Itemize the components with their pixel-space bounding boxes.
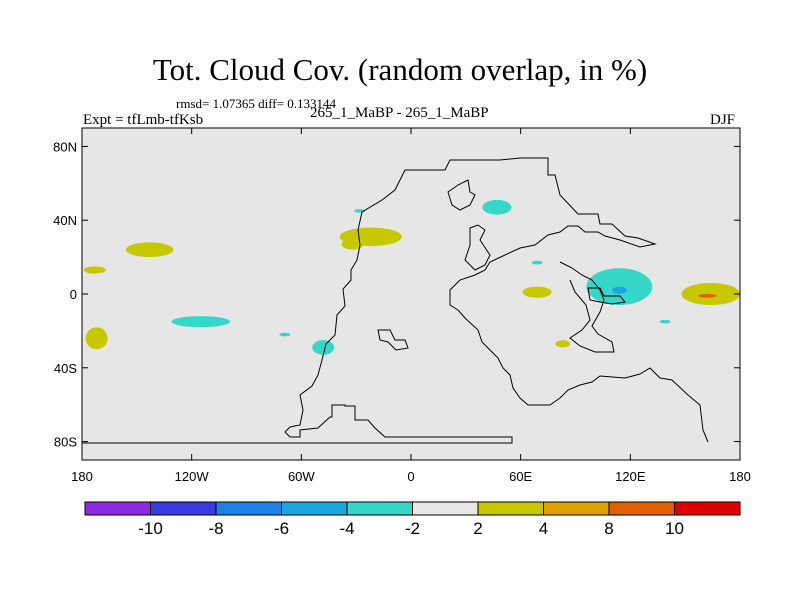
colorbar-label: 4 — [539, 519, 548, 538]
y-tick-label: 0 — [70, 287, 77, 302]
coastline-eurasia — [405, 157, 657, 311]
colorbar-box — [281, 501, 348, 516]
anomaly-region — [586, 268, 653, 306]
coastline-africa — [457, 309, 709, 443]
coastline-india-sea — [559, 261, 615, 353]
colorbar-label: -10 — [138, 519, 163, 538]
colorbar-box — [543, 501, 610, 516]
anomaly-region — [522, 286, 552, 298]
anomaly-region — [341, 238, 364, 250]
y-tick-label: 40N — [53, 213, 77, 228]
run-comparison-label: 265_1_MaBP - 265_1_MaBP — [310, 105, 489, 121]
anomaly-layer — [83, 199, 740, 355]
y-tick-label: 80N — [53, 139, 77, 154]
stats-label: rmsd= 1.07365 diff= 0.133144 — [176, 96, 336, 111]
coastline-greenland — [447, 179, 476, 211]
x-tick-label: 180 — [71, 469, 93, 484]
anomaly-region — [531, 260, 543, 265]
anomaly-region — [312, 340, 335, 355]
colorbar-label: 10 — [665, 519, 684, 538]
colorbar-label: -4 — [339, 519, 354, 538]
anomaly-region — [83, 266, 106, 274]
colorbar-box — [477, 501, 544, 516]
colorbar-label: 2 — [473, 519, 482, 538]
x-tick-label: 120E — [615, 469, 646, 484]
colorbar-box — [346, 501, 413, 516]
colorbar-label: -2 — [405, 519, 420, 538]
anomaly-region — [482, 199, 512, 215]
coastline-indonesia — [587, 287, 626, 305]
axis-ticks: 180 120W 60W 0 60E 120E 180 80N 40N 0 40S 80S — [53, 128, 751, 484]
anomaly-region — [555, 340, 571, 348]
colorbar-box — [674, 501, 741, 516]
colorbar-box — [84, 501, 151, 516]
x-tick-label: 60W — [288, 469, 315, 484]
anomaly-region — [659, 319, 671, 324]
anomaly-region — [612, 286, 627, 294]
coastline-layer — [82, 157, 709, 444]
colorbar: -10 -8 -6 -4 -2 2 4 8 10 — [84, 501, 741, 538]
anomaly-region — [125, 242, 174, 258]
y-tick-label: 40S — [54, 361, 77, 376]
anomaly-region — [279, 332, 291, 337]
season-label: DJF — [710, 112, 736, 128]
coastline-americas — [82, 169, 513, 444]
experiment-label: Expt = tfLmb-tfKsb — [83, 112, 204, 128]
colorbar-label: 8 — [604, 519, 613, 538]
coastline-scandinavia — [464, 224, 491, 271]
y-tick-label: 80S — [54, 435, 77, 450]
anomaly-region — [697, 294, 717, 298]
x-tick-label: 120W — [175, 469, 210, 484]
anomaly-region — [681, 282, 740, 306]
colorbar-label: -8 — [208, 519, 223, 538]
x-tick-label: 60E — [509, 469, 532, 484]
colorbar-box — [608, 501, 675, 516]
colorbar-label: -6 — [274, 519, 289, 538]
colorbar-box — [150, 501, 217, 516]
colorbar-box — [412, 501, 479, 516]
chart-title: Tot. Cloud Cov. (random overlap, in %) — [152, 52, 648, 87]
x-tick-label: 0 — [407, 469, 414, 484]
x-tick-label: 180 — [729, 469, 751, 484]
anomaly-region — [85, 327, 108, 350]
anomaly-region — [171, 316, 231, 328]
colorbar-box — [215, 501, 282, 516]
coastline-caribbean — [377, 329, 409, 351]
